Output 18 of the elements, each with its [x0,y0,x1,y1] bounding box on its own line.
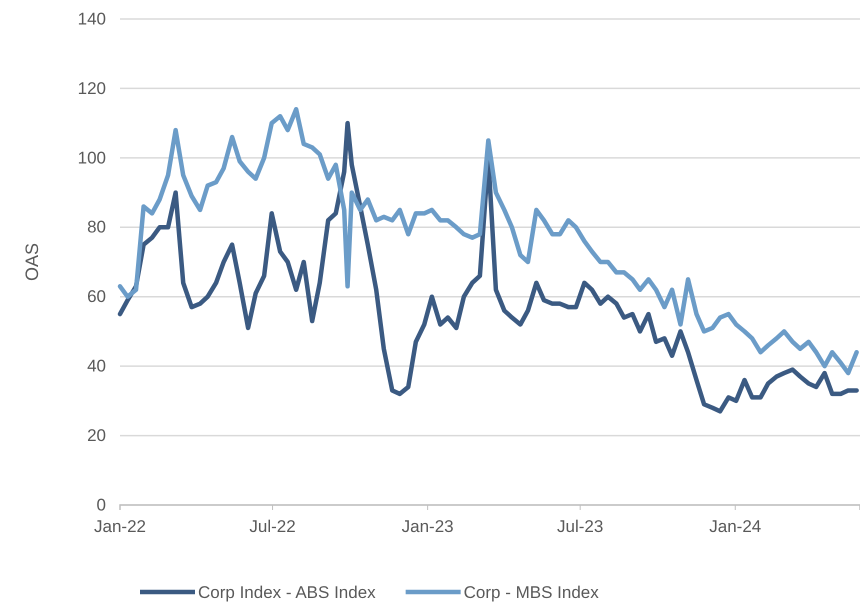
y-tick-label: 80 [87,218,106,237]
line-series [118,107,859,376]
x-tick-label: Jan-22 [94,517,146,536]
x-tick-label: Jul-22 [249,517,296,536]
x-tick-label: Jan-24 [709,517,762,536]
x-tick-label: Jul-23 [557,517,604,536]
y-tick-label: 20 [87,426,106,446]
y-tick-label: 60 [87,287,106,306]
y-tick-label: 120 [78,78,106,98]
line-series [118,120,859,414]
legend-label: Corp Index - ABS Index [198,583,376,602]
y-tick-label: 100 [78,148,106,168]
y-axis-title: OAS [22,242,42,282]
y-tick-label: 140 [78,9,106,28]
legend-label: Corp - MBS Index [464,583,600,602]
x-tick-label: Jan-23 [402,517,454,536]
y-tick-label: 0 [96,495,106,514]
y-tick-label: 40 [87,356,106,376]
